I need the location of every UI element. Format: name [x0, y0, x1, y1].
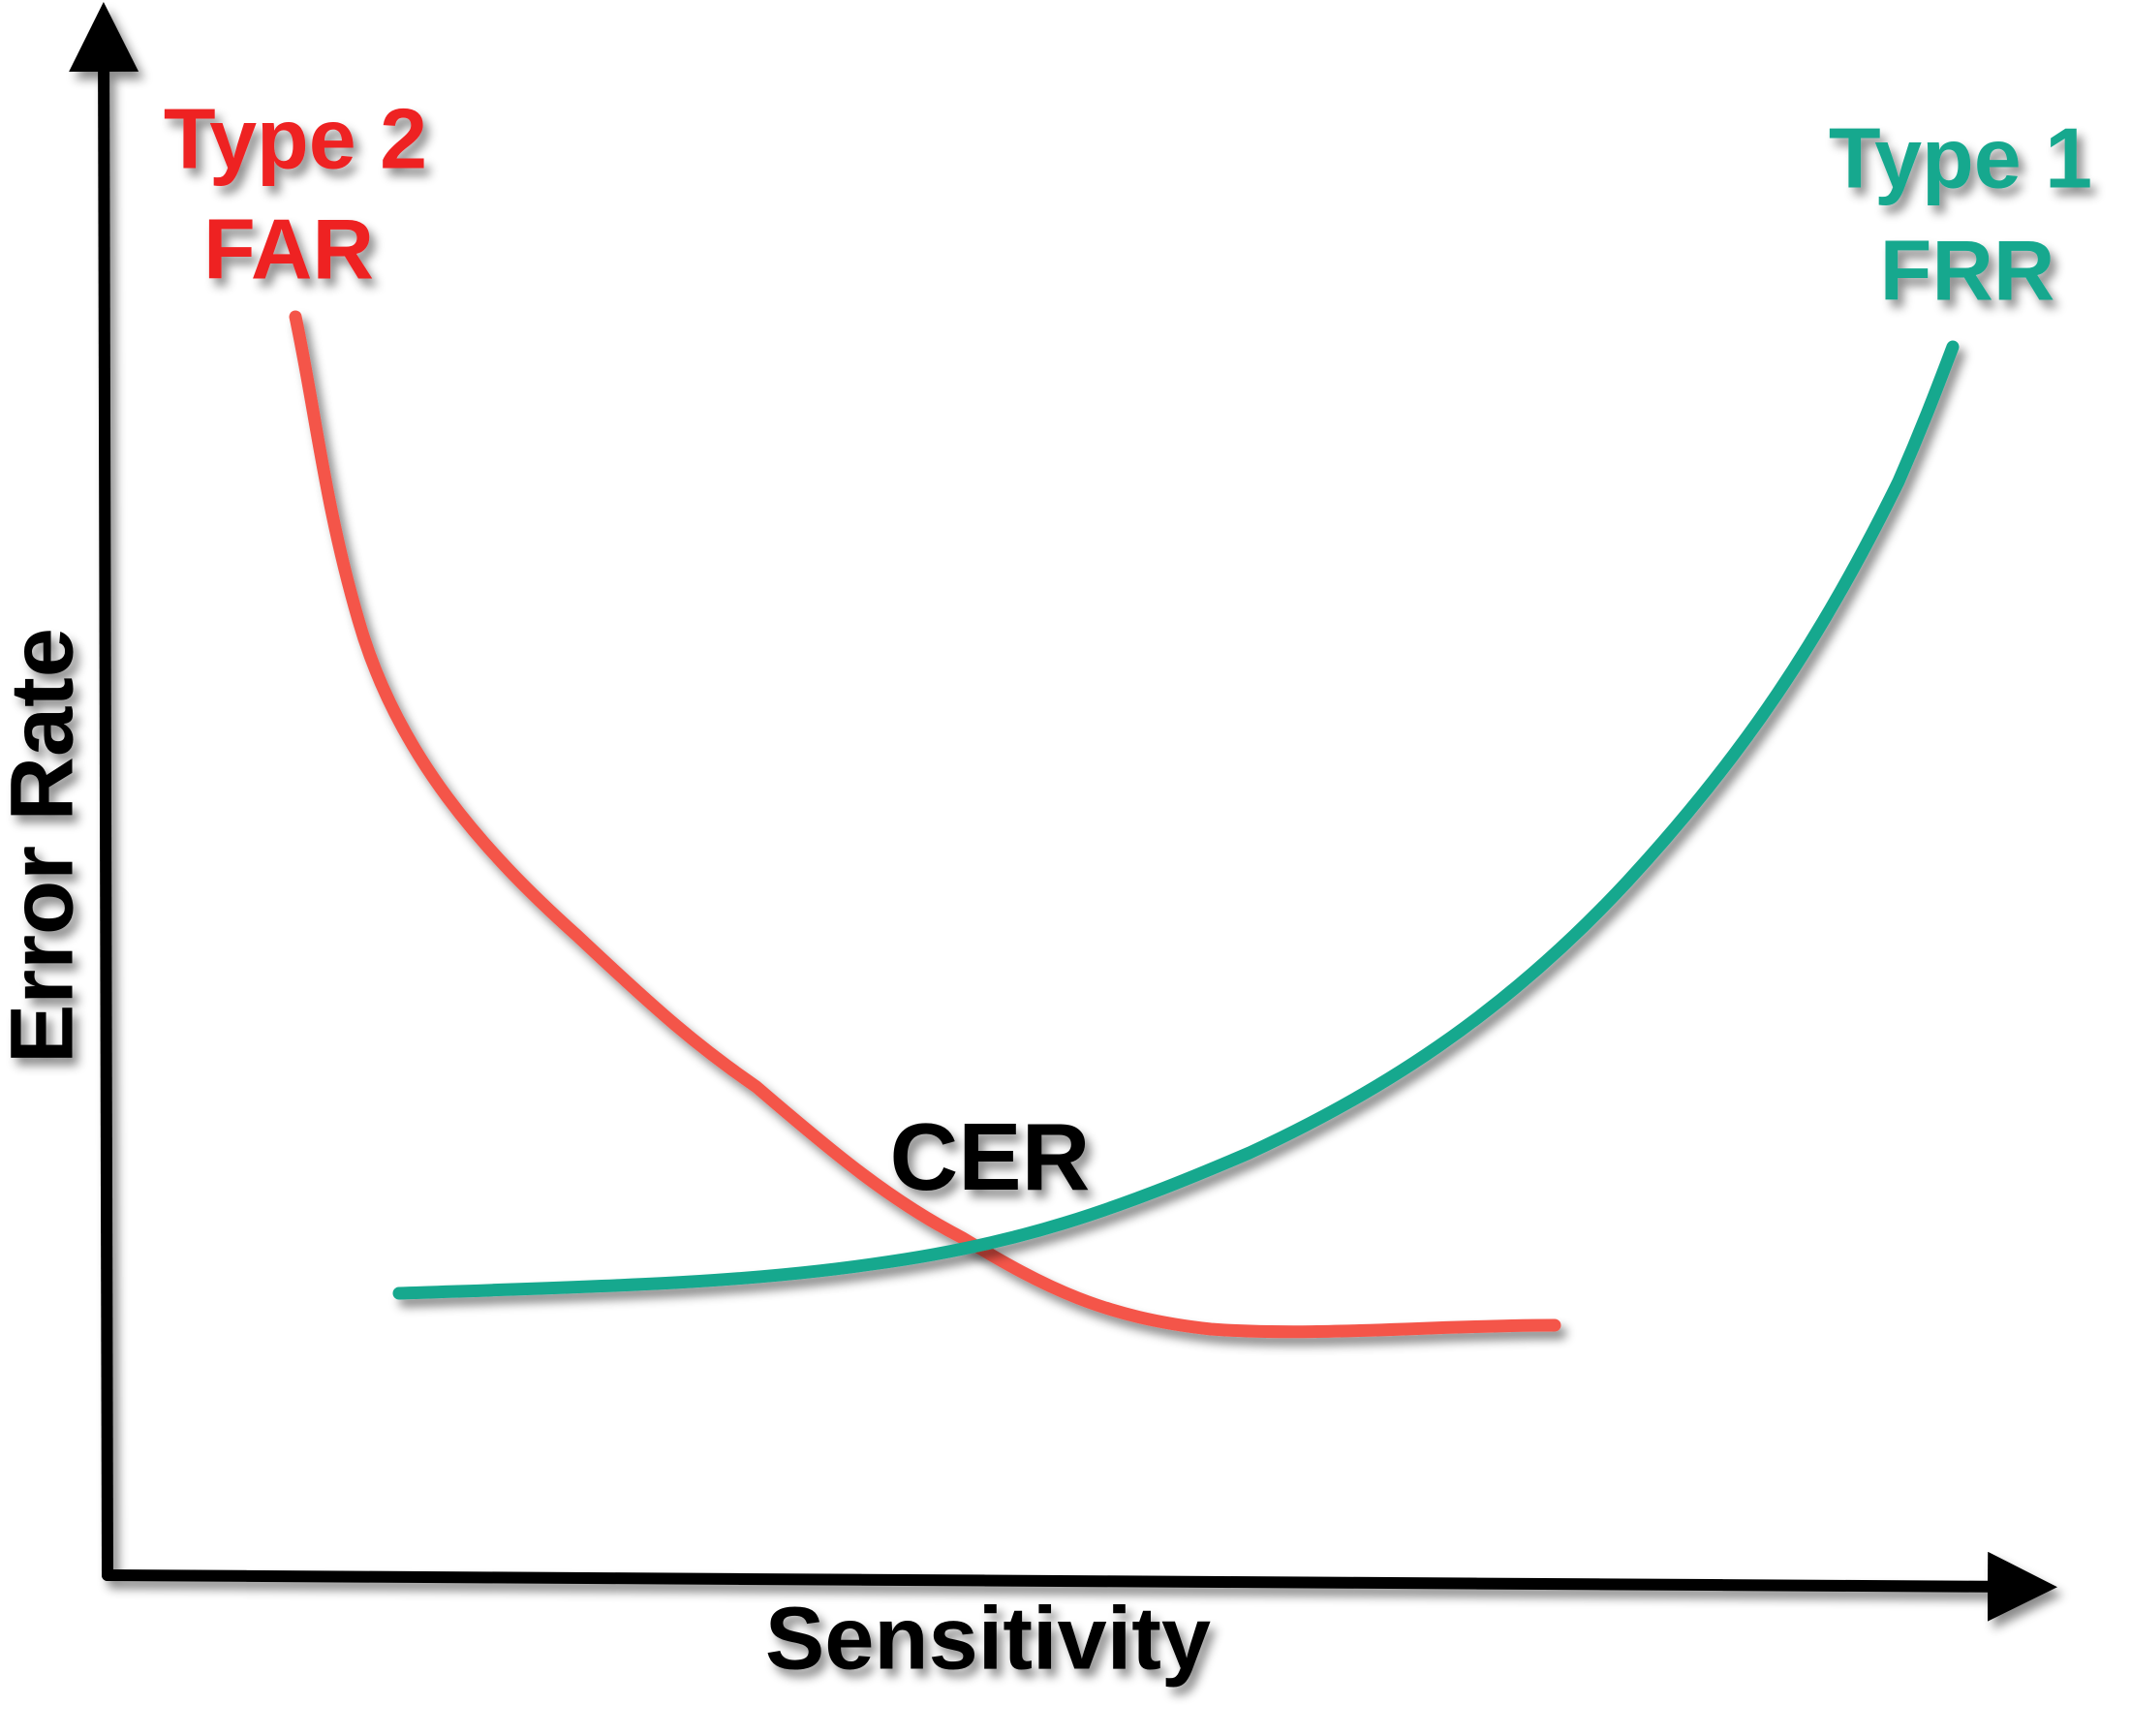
frr-label: FRR [1880, 222, 2055, 318]
y-axis [69, 2, 139, 1581]
axes [69, 2, 2057, 1622]
far-curve [289, 310, 1561, 1339]
type1-label: Type 1 [1829, 109, 2092, 205]
cer-label: CER [890, 1103, 1091, 1210]
far-label: FAR [203, 201, 374, 296]
labels: Type 2 FAR Type 1 FRR CER Sensitivity Er… [0, 90, 2092, 1688]
y-axis-label: Error Rate [0, 628, 91, 1064]
type2-label: Type 2 [164, 90, 427, 186]
x-axis-label: Sensitivity [765, 1589, 1211, 1688]
frr-curve [392, 340, 1960, 1300]
x-axis [102, 1551, 2057, 1622]
